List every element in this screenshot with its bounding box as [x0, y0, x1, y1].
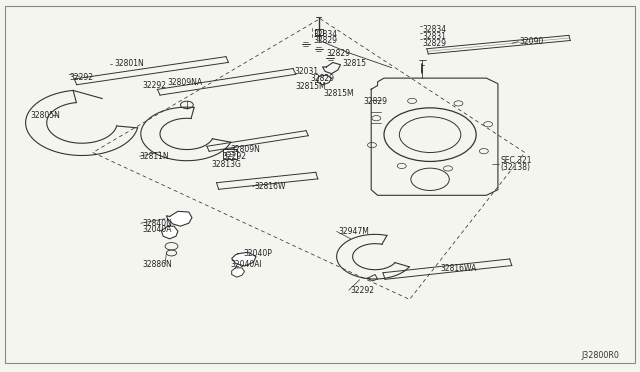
Text: 32831: 32831 [422, 32, 447, 41]
Text: 32292: 32292 [142, 81, 166, 90]
Text: 32840N: 32840N [142, 219, 172, 228]
Text: 32805N: 32805N [31, 111, 61, 120]
Text: 32947M: 32947M [338, 227, 369, 236]
Text: J32800R0: J32800R0 [582, 351, 620, 360]
Text: 32829: 32829 [310, 74, 334, 83]
Text: 32292: 32292 [69, 73, 93, 82]
Text: 32886N: 32886N [142, 260, 172, 269]
Text: 32816WA: 32816WA [440, 264, 477, 273]
Text: 32829: 32829 [364, 97, 388, 106]
Text: SEC.321: SEC.321 [500, 156, 532, 165]
Text: 32834: 32834 [314, 30, 338, 39]
Text: 32040Al: 32040Al [230, 260, 262, 269]
Text: 32809N: 32809N [230, 145, 260, 154]
Text: 32829: 32829 [422, 39, 447, 48]
Text: 32031: 32031 [294, 67, 319, 76]
Text: 32815M: 32815M [323, 89, 354, 98]
Text: 32815: 32815 [342, 60, 367, 68]
FancyBboxPatch shape [223, 149, 237, 159]
Text: 32292: 32292 [351, 286, 375, 295]
Text: 32811N: 32811N [140, 153, 169, 161]
Polygon shape [232, 252, 256, 266]
Text: 32834: 32834 [422, 25, 447, 34]
Text: 32809NA: 32809NA [168, 78, 203, 87]
Text: 32040A: 32040A [142, 225, 172, 234]
Text: 32292: 32292 [223, 153, 246, 161]
Text: 32090: 32090 [520, 37, 544, 46]
Text: 32813G: 32813G [211, 160, 241, 169]
Text: 32815M: 32815M [296, 82, 326, 91]
Polygon shape [161, 226, 178, 239]
Text: 32040P: 32040P [243, 249, 272, 258]
Polygon shape [232, 268, 244, 277]
FancyBboxPatch shape [315, 29, 323, 35]
Text: 32829: 32829 [314, 36, 338, 45]
Text: 32801N: 32801N [114, 60, 143, 68]
Polygon shape [166, 211, 192, 226]
Text: 32829: 32829 [326, 49, 351, 58]
Text: 32816W: 32816W [255, 182, 286, 191]
Text: (32138): (32138) [500, 163, 531, 172]
